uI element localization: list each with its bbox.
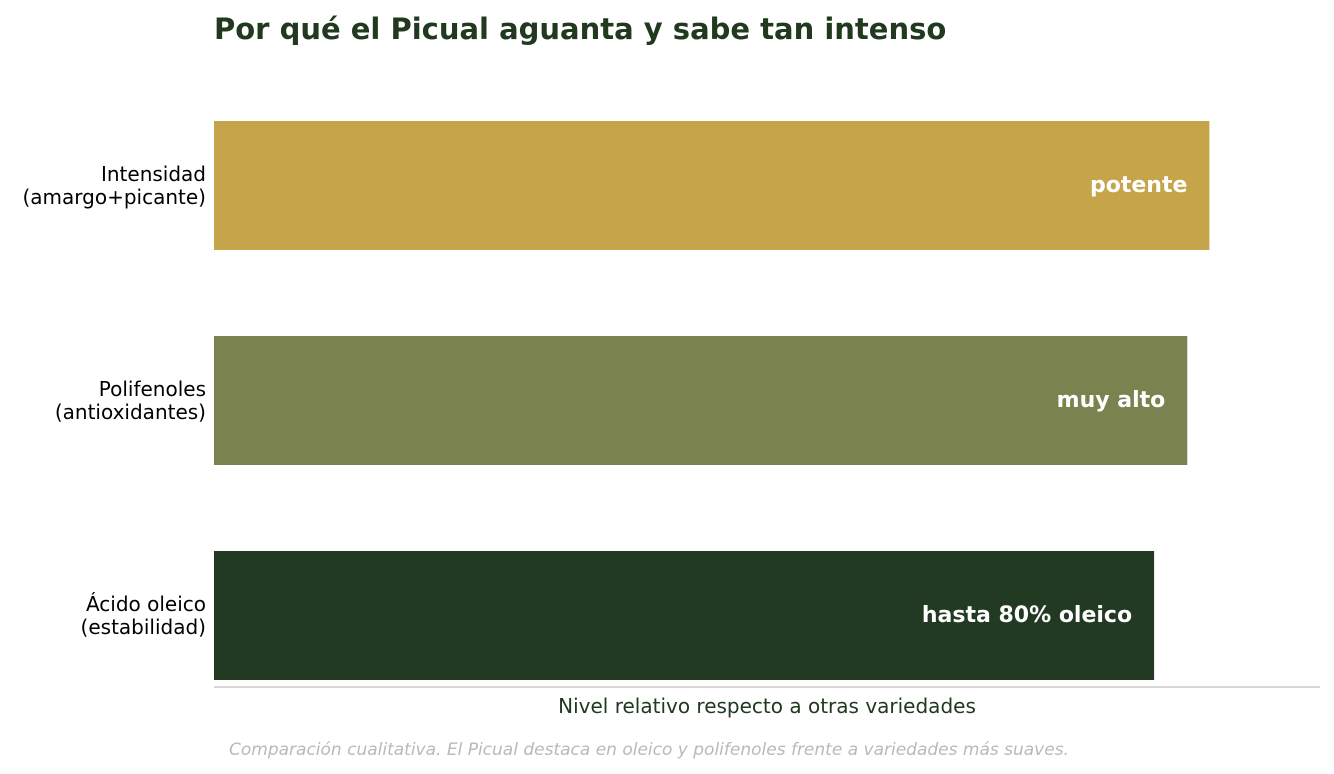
bars-group <box>214 121 1210 680</box>
category-labels-group: Intensidad (amargo+picante) Polifenoles (an… <box>23 162 207 639</box>
bar-value-label-2: hasta 80% oleico <box>922 603 1132 628</box>
x-axis-label: Nivel relativo respecto a otras variedad… <box>558 694 976 718</box>
bar-value-label-0: potente <box>1090 173 1187 198</box>
chart-title: Por qué el Picual aguanta y sabe tan int… <box>214 12 947 46</box>
bar-1 <box>214 336 1188 465</box>
value-labels-group: potente muy alto hasta 80% oleico <box>922 173 1188 628</box>
category-label-2: Ácido oleico (estabilidad) <box>81 592 206 639</box>
bar-0 <box>214 121 1210 250</box>
footnote: Comparación cualitativa. El Picual desta… <box>229 740 1069 760</box>
category-label-0: Intensidad (amargo+picante) <box>23 162 207 209</box>
bar-value-label-1: muy alto <box>1057 388 1166 413</box>
bar-2 <box>214 551 1155 680</box>
category-label-1: Polifenoles (antioxidantes) <box>55 377 206 424</box>
